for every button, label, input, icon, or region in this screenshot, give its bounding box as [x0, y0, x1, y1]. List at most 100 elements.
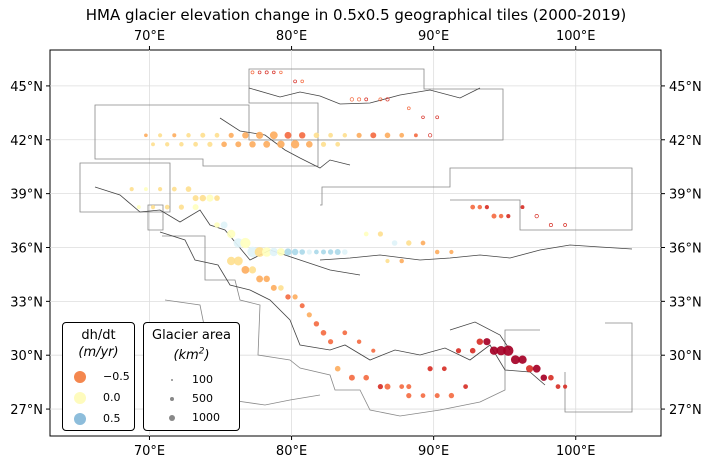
- glacier-tile-marker: [158, 187, 163, 192]
- glacier-tile-marker: [299, 303, 305, 309]
- glacier-tile-marker: [221, 141, 227, 148]
- glacier-tile-marker: [448, 392, 455, 399]
- x-tick-label-bottom: 80°E: [276, 444, 307, 459]
- glacier-tile-marker: [143, 187, 148, 192]
- y-tick-label-left: 39°N: [10, 188, 43, 203]
- x-tick-label-top: 90°E: [418, 29, 449, 44]
- glacier-tile-marker: [477, 204, 483, 210]
- glacier-tile-marker: [242, 132, 249, 139]
- glacier-tile-marker: [441, 366, 447, 372]
- tile-region-outline: [147, 204, 164, 231]
- glacier-tile-marker: [241, 266, 250, 274]
- glacier-tile-marker: [434, 393, 440, 399]
- glacier-tile-marker: [357, 97, 362, 102]
- glacier-tile-marker: [158, 133, 163, 138]
- dhdt-legend-entry-label: 0.5: [103, 412, 121, 425]
- x-tick-label-bottom: 100°E: [556, 444, 596, 459]
- glacier-tile-marker: [269, 247, 278, 257]
- glacier-tile-marker: [469, 347, 476, 354]
- area-legend-entry-label: 1000: [192, 411, 220, 424]
- glacier-tile-marker: [328, 132, 333, 138]
- glacier-tile-marker: [220, 221, 228, 229]
- glacier-tile-marker: [428, 133, 433, 138]
- dhdt-legend-unit: (m/yr): [78, 345, 119, 360]
- y-tick-label-left: 30°N: [10, 349, 43, 364]
- glacier-tile-marker: [277, 140, 285, 149]
- glacier-tile-marker: [214, 132, 220, 138]
- glacier-tile-marker: [240, 237, 251, 249]
- glacier-tile-marker: [164, 204, 170, 210]
- glacier-tile-marker: [264, 70, 269, 75]
- glacier-tile-marker: [306, 249, 312, 255]
- glacier-tile-marker: [165, 142, 170, 147]
- country-border: [449, 321, 511, 351]
- glacier-tile-marker: [192, 195, 199, 202]
- plot-frame: [49, 49, 662, 437]
- x-tick-label-top: 70°E: [134, 29, 165, 44]
- glacier-tile-marker: [200, 132, 206, 138]
- glacier-tile-marker: [247, 246, 258, 258]
- glacier-tile-marker: [421, 115, 425, 120]
- glacier-tile-marker: [489, 346, 499, 355]
- glacier-tile-marker: [470, 204, 476, 210]
- glacier-tile-marker: [498, 213, 504, 219]
- glacier-tile-marker: [292, 294, 298, 300]
- y-tick-label-right: 42°N: [669, 134, 702, 149]
- glacier-tile-marker: [548, 223, 553, 227]
- glacier-tile-marker: [272, 70, 276, 75]
- glacier-tile-marker: [249, 141, 256, 148]
- glacier-tile-marker: [334, 249, 341, 255]
- glacier-tile-marker: [227, 256, 236, 266]
- dhdt-legend-row: 0.0: [63, 392, 134, 410]
- glacier-tile-marker: [172, 133, 177, 138]
- glacier-tile-marker: [356, 132, 362, 138]
- tile-region-outline: [94, 104, 319, 167]
- glacier-tile-marker: [399, 132, 405, 138]
- glacier-tile-marker: [284, 131, 292, 139]
- glacier-tile-marker: [263, 140, 271, 148]
- glacier-tile-marker: [186, 133, 191, 138]
- glacier-tile-marker: [413, 133, 418, 138]
- area-legend-row: 500: [144, 392, 239, 413]
- glacier-tile-marker: [342, 249, 348, 255]
- glacier-tile-marker: [384, 132, 391, 139]
- tile-region-outline: [248, 68, 504, 141]
- glacier-tile-marker: [256, 131, 264, 139]
- glacier-tile-marker: [406, 240, 412, 246]
- y-tick-label-right: 36°N: [669, 241, 702, 256]
- axis-ticks: [46, 46, 665, 440]
- y-tick-label-left: 36°N: [10, 241, 43, 256]
- country-border: [94, 186, 361, 276]
- glacier-tile-marker: [506, 214, 511, 219]
- area-legend-label: Glacier area: [152, 328, 231, 343]
- glacier-tile-marker: [233, 238, 243, 248]
- glacier-tile-marker: [526, 365, 534, 373]
- glacier-tile-marker: [144, 133, 148, 138]
- country-border: [248, 87, 481, 105]
- glacier-tile-marker: [427, 366, 433, 372]
- area-marker: [171, 379, 173, 381]
- glacier-tile-marker: [207, 141, 213, 147]
- glacier-tile-marker: [179, 142, 184, 147]
- glacier-tile-marker: [532, 364, 541, 373]
- glacier-tile-marker: [306, 312, 312, 318]
- glacier-tile-marker: [334, 365, 341, 372]
- glacier-tile-marker: [483, 338, 491, 346]
- glacier-tile-marker: [335, 141, 341, 147]
- glacier-tile-marker: [420, 240, 426, 246]
- area-marker: [170, 397, 174, 401]
- glacier-tile-marker: [291, 248, 299, 256]
- country-border: [319, 244, 633, 261]
- area-legend-entry-label: 500: [192, 392, 213, 405]
- glacier-tile-marker: [250, 70, 255, 75]
- glacier-tile-marker: [348, 374, 355, 381]
- glacier-tile-marker: [377, 231, 383, 237]
- glacier-tile-marker: [151, 142, 155, 147]
- dhdt-swatch: [74, 371, 86, 383]
- glacier-tile-marker: [233, 256, 243, 266]
- tile-region-outline: [320, 167, 633, 231]
- glacier-tile-marker: [254, 247, 265, 257]
- glacier-tile-marker: [449, 249, 454, 255]
- glacier-tile-marker: [520, 205, 525, 210]
- glacier-tile-marker: [300, 79, 304, 84]
